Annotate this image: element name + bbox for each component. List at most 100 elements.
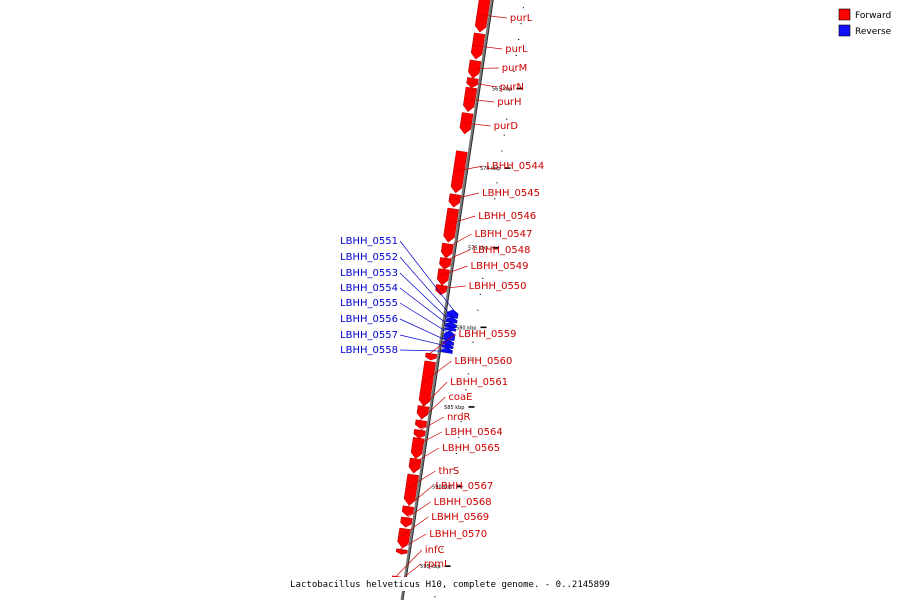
forward-gene-label: coaE	[448, 392, 472, 403]
label-leader	[399, 272, 456, 327]
axis-tick-label: 575 kbp	[468, 246, 488, 252]
gene-labels: purL purL purM purN purH purD LBHH_0544 LBHH_05…	[340, 13, 544, 588]
label-leader	[477, 14, 507, 19]
forward-gene-label: LBHH_0567	[435, 481, 493, 492]
forward-gene	[400, 516, 413, 528]
label-leader	[440, 249, 470, 264]
forward-gene-label: LBHH_0544	[486, 161, 544, 172]
reverse-gene-label: LBHH_0552	[340, 252, 398, 263]
forward-gene	[448, 193, 462, 208]
legend-reverse-swatch	[838, 24, 851, 37]
label-leader	[461, 122, 491, 127]
forward-gene-label: LBHH_0545	[482, 188, 540, 199]
forward-gene	[413, 429, 426, 439]
forward-gene	[439, 257, 452, 270]
forward-gene-label: purN	[500, 82, 524, 93]
forward-gene-label: purH	[497, 97, 521, 108]
forward-gene	[474, 0, 491, 33]
forward-gene-label: LBHH_0569	[431, 512, 489, 523]
forward-gene	[435, 284, 448, 296]
forward-gene-label: purD	[494, 121, 519, 132]
reverse-gene-label: LBHH_0553	[340, 268, 398, 279]
forward-gene-label: LBHH_0565	[442, 443, 500, 454]
forward-gene-label: LBHH_0564	[445, 427, 503, 438]
axis-tick-label: 565 kbp	[492, 87, 512, 93]
label-leader	[409, 447, 440, 466]
label-leader	[397, 533, 427, 552]
forward-gene-label: purL	[510, 13, 533, 24]
label-leader	[412, 431, 442, 448]
backbone-edge	[402, 0, 494, 600]
label-leader	[399, 349, 452, 352]
forward-gene	[408, 457, 422, 474]
axis-tick-label: 585 kbp	[444, 405, 464, 411]
label-leader	[399, 240, 458, 315]
forward-gene	[410, 437, 425, 460]
forward-gene-label: LBHH_0550	[469, 281, 527, 292]
label-leader	[399, 287, 456, 331]
forward-gene	[395, 548, 408, 555]
legend-forward-swatch	[838, 8, 851, 21]
forward-gene	[468, 59, 482, 79]
forward-gene-label: nrdR	[447, 412, 471, 423]
label-leader	[414, 416, 445, 434]
forward-gene-label: LBHH_0568	[434, 497, 492, 508]
label-leader	[422, 360, 452, 384]
forward-gene	[443, 207, 459, 243]
legend-forward-label: Forward	[855, 11, 891, 21]
axis-ticks: 565 kbp 570 kbp 575 kbp 580 kbp 585 kbp 590 k…	[420, 7, 525, 598]
label-leader	[392, 549, 423, 580]
forward-gene-label: thrS	[439, 466, 460, 477]
reverse-gene-label: LBHH_0556	[340, 314, 398, 325]
axis-tick-label: 590 kbp	[432, 485, 452, 491]
label-leader	[465, 98, 495, 103]
forward-gene-label: LBHH_0549	[471, 261, 529, 272]
label-leader	[446, 215, 476, 225]
axis-tick-label: 580 kbp	[456, 325, 476, 331]
label-leader	[399, 516, 429, 538]
caption-background	[305, 577, 595, 591]
label-leader	[399, 256, 457, 322]
label-leader	[399, 318, 453, 344]
label-leader	[399, 302, 455, 337]
forward-gene	[425, 352, 438, 361]
forward-gene-label: LBHH_0547	[474, 229, 532, 240]
label-leader	[438, 265, 468, 277]
label-leader	[403, 485, 433, 511]
forward-gene-label: LBHH_0561	[450, 377, 508, 388]
forward-gene	[450, 150, 468, 194]
reverse-gene	[443, 330, 456, 342]
label-leader	[469, 67, 499, 69]
forward-gene-label: LBHH_0546	[478, 211, 536, 222]
label-leader	[401, 501, 431, 522]
axis-tick-label: 595 kbp	[420, 564, 440, 570]
forward-gene-label: LBHH_0548	[473, 245, 531, 256]
forward-gene	[403, 473, 419, 506]
forward-gene-label: purM	[502, 63, 527, 74]
reverse-gene-label: LBHH_0554	[340, 283, 398, 294]
label-leader	[436, 285, 466, 290]
label-leader	[473, 45, 503, 50]
label-leader	[416, 396, 446, 424]
genome-caption: Lactobacillus helveticus H10, complete g…	[290, 580, 610, 590]
reverse-gene-label: LBHH_0557	[340, 330, 398, 341]
forward-gene-label: purL	[505, 44, 528, 55]
reverse-gene	[441, 347, 453, 354]
forward-gene	[436, 268, 450, 286]
forward-gene-label: LBHH_0560	[454, 356, 512, 367]
forward-gene	[416, 405, 430, 420]
label-leader	[467, 81, 497, 88]
legend-reverse-label: Reverse	[855, 27, 892, 37]
axis-tick-label: 570 kbp	[480, 166, 500, 172]
forward-gene	[397, 527, 411, 549]
forward-gene	[401, 505, 415, 517]
label-leader	[417, 381, 448, 412]
forward-gene-label: LBHH_0559	[459, 329, 517, 340]
forward-gene-label: rpmI	[424, 559, 447, 570]
label-leader	[442, 233, 472, 251]
forward-gene-label: infC	[425, 545, 445, 556]
reverse-gene-label: LBHH_0558	[340, 345, 398, 356]
reverse-gene-label: LBHH_0551	[340, 236, 398, 247]
forward-gene-label: LBHH_0570	[429, 529, 487, 540]
